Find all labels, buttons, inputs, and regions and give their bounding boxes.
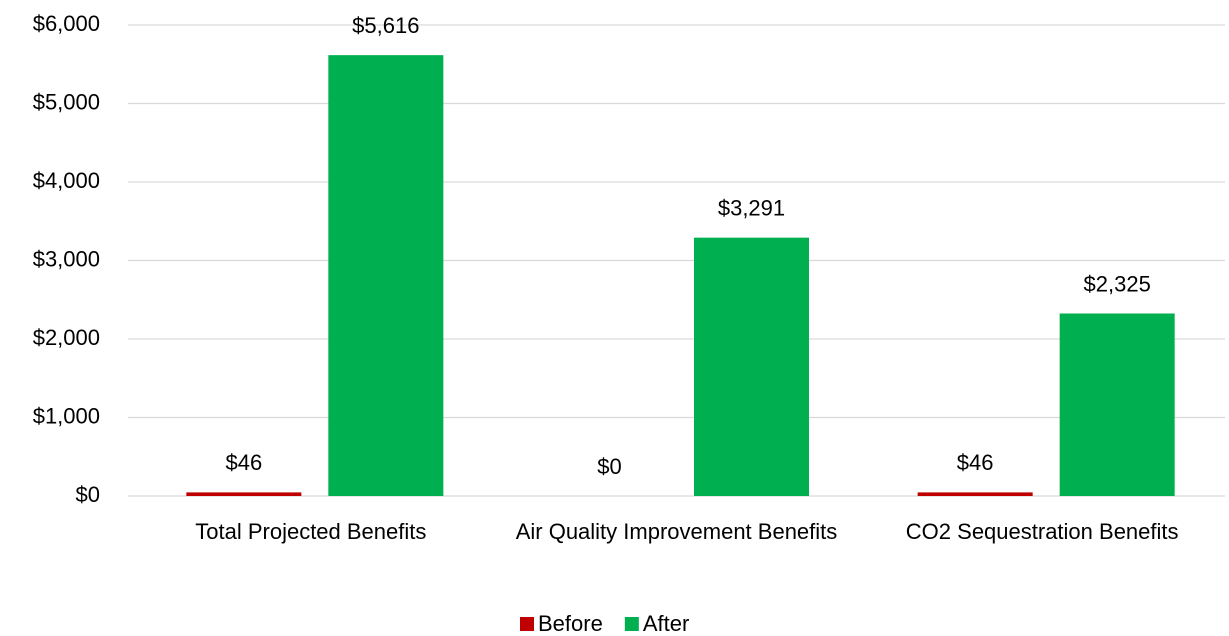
x-tick-label: CO2 Sequestration Benefits (905, 519, 1179, 544)
y-tick-label: $2,000 (33, 325, 100, 350)
x-tick-label: Air Quality Improvement Benefits (515, 519, 838, 544)
y-tick-label: $5,000 (33, 89, 100, 114)
y-tick-label: $1,000 (33, 403, 100, 428)
bar (186, 492, 302, 496)
y-tick-label: $3,000 (33, 246, 100, 271)
y-tick-label: $4,000 (33, 168, 100, 193)
y-tick-label: $6,000 (33, 11, 100, 36)
value-label: $46 (957, 450, 994, 475)
legend-swatch (624, 617, 639, 631)
bar (694, 237, 809, 496)
value-label: $0 (597, 454, 621, 479)
y-tick-label: $0 (76, 482, 100, 507)
legend-swatch (520, 617, 534, 631)
x-tick-label: Total Projected Benefits (195, 519, 427, 544)
bar (917, 492, 1033, 496)
bar (1059, 313, 1175, 496)
legend-label: Before (538, 611, 603, 636)
value-label: $3,291 (718, 195, 785, 220)
value-label: $2,325 (1084, 271, 1151, 296)
bar (328, 55, 444, 496)
value-label: $5,616 (352, 13, 419, 38)
value-label: $46 (225, 450, 262, 475)
legend-label: After (643, 611, 689, 636)
